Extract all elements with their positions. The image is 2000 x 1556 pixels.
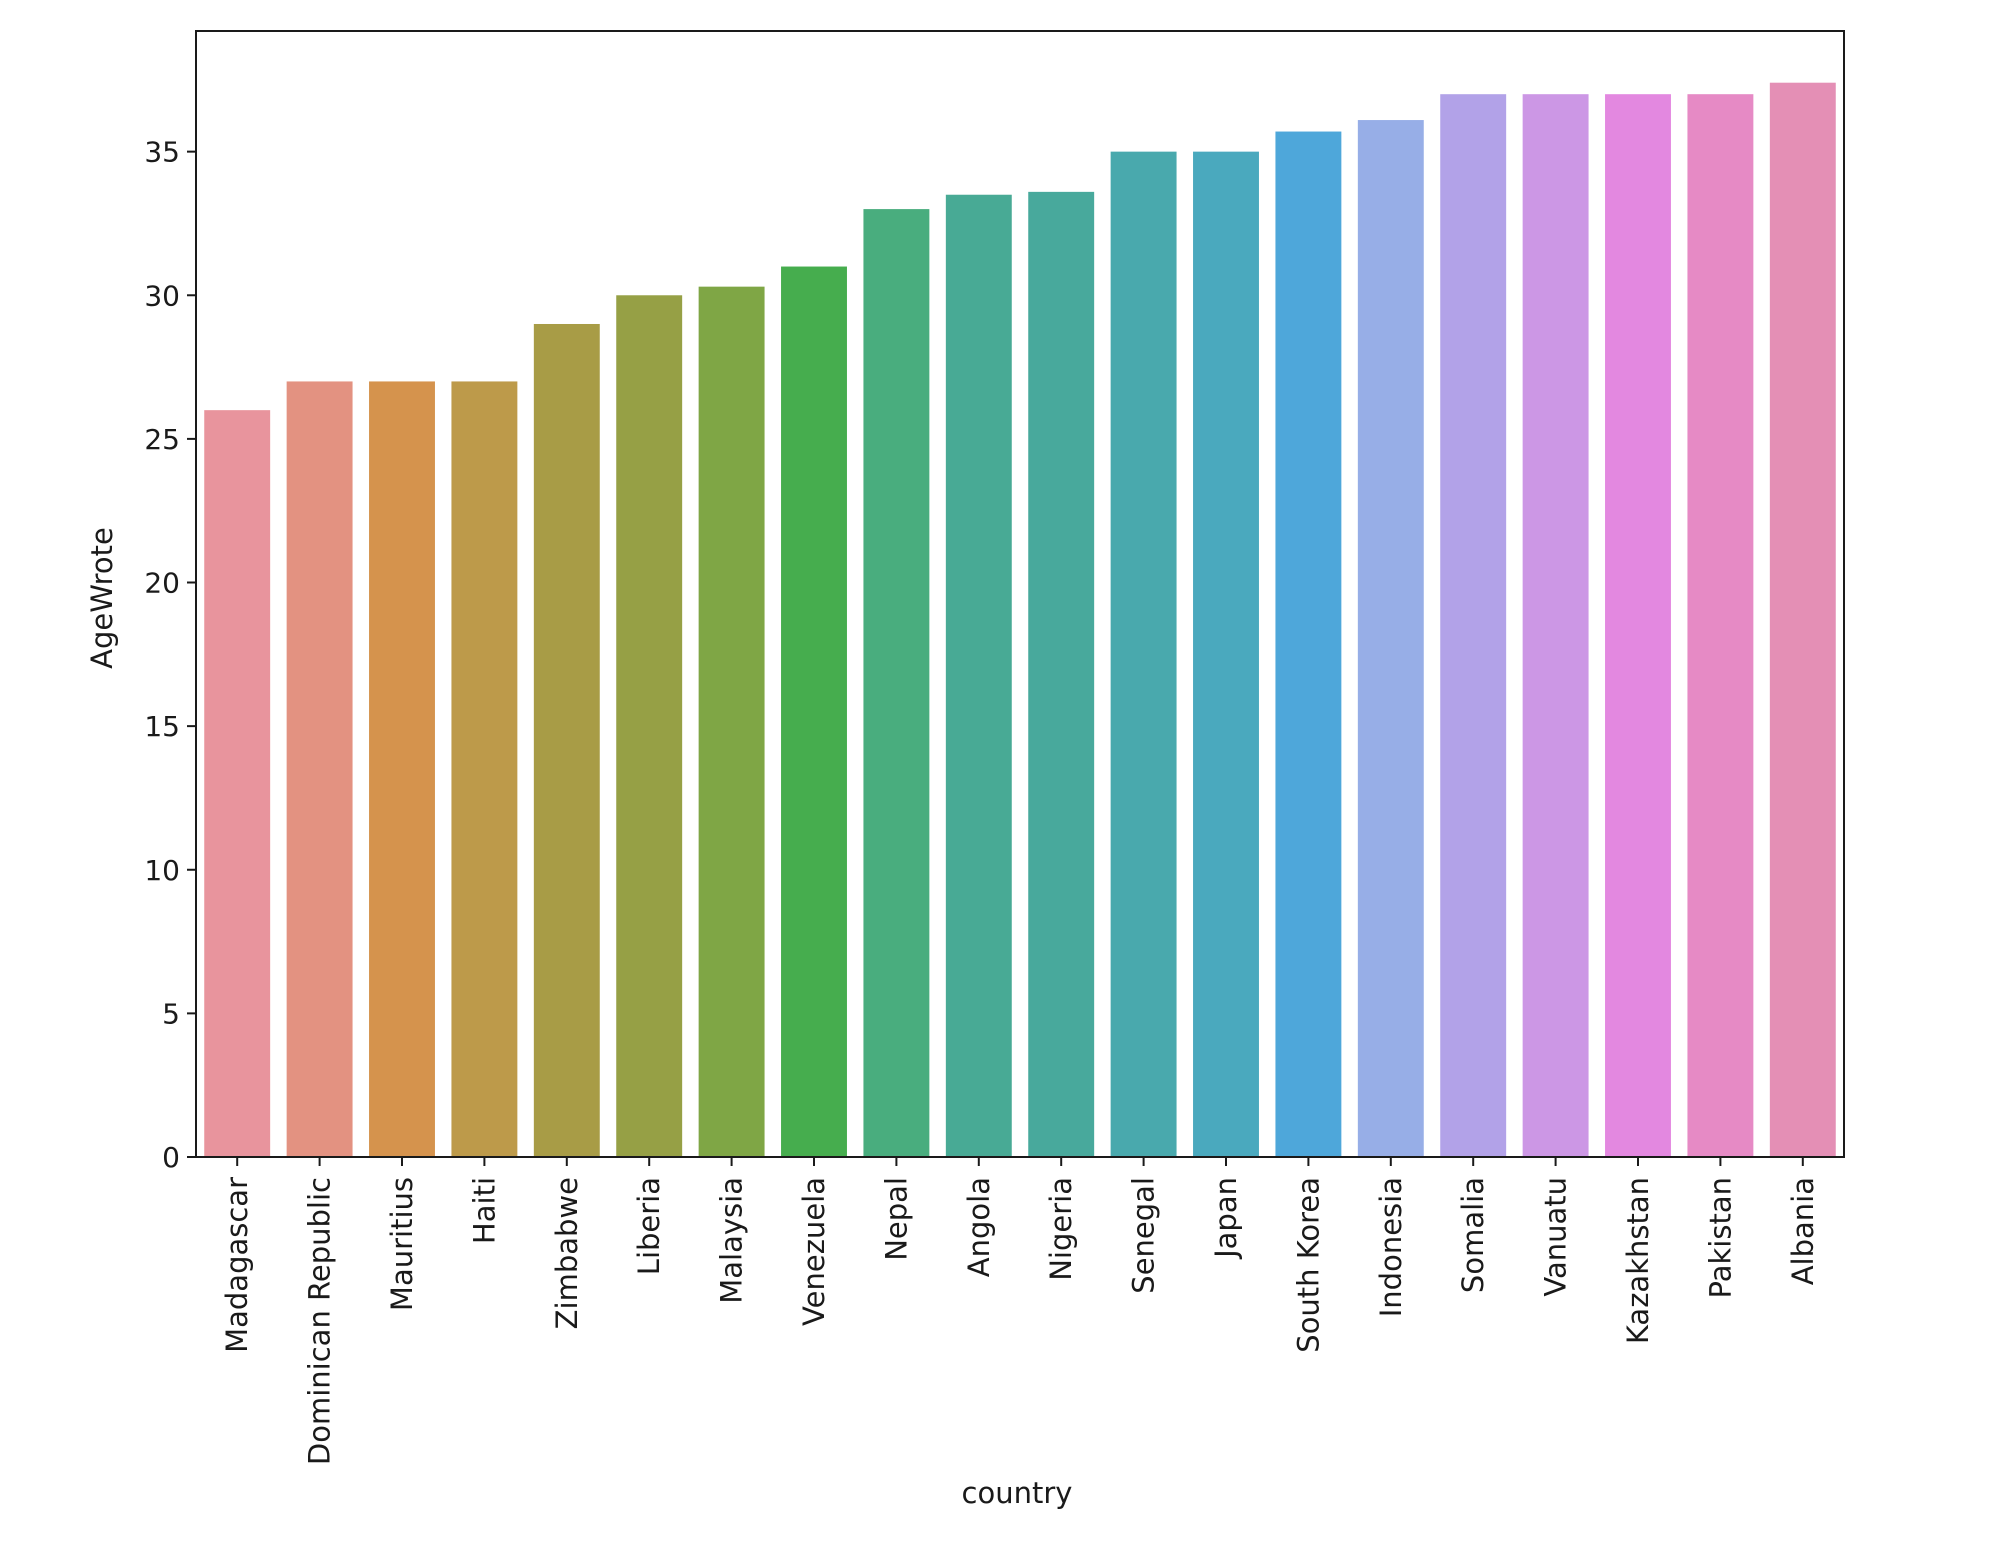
bar-somalia [1440,94,1507,1158]
x-axis-label: country [962,1476,1073,1510]
bar-liberia [616,295,683,1157]
x-tick-label: South Korea [1291,1177,1325,1353]
x-tick-label: Haiti [467,1177,501,1244]
x-tick-label: Angola [962,1177,996,1277]
x-tick-label: Senegal [1127,1177,1161,1294]
x-tick-label: Malaysia [715,1177,749,1304]
bars-layer [204,82,1836,1158]
x-tick-label: Nigeria [1044,1177,1078,1281]
plot-frame [195,30,1845,1158]
x-tick-label: Vanuatu [1539,1177,1573,1297]
bar-senegal [1110,151,1177,1157]
bar-nepal [863,209,930,1158]
bar-zimbabwe [533,323,600,1157]
x-tick-label: Nepal [879,1177,913,1261]
x-tick-label: Mauritius [385,1177,419,1311]
y-tick-label: 10 [144,854,180,887]
x-tick-label: Kazakhstan [1621,1177,1655,1344]
y-tick-label: 15 [144,710,180,743]
y-tick-label: 35 [144,136,180,169]
y-tick-label: 30 [144,279,180,312]
bar-angola [945,194,1012,1158]
x-tick-label: Madagascar [220,1177,254,1353]
bar-pakistan [1687,94,1754,1158]
x-axis: Madagascar Dominican Republic Mauritius Hai… [220,1157,1820,1465]
x-tick-label: Indonesia [1374,1177,1408,1317]
bar-nigeria [1028,191,1095,1158]
y-axis-label: AgeWrote [85,527,119,669]
bar-japan [1193,151,1259,1157]
bar-vanuatu [1522,94,1589,1158]
y-tick-label: 5 [162,997,180,1030]
x-tick-label: Pakistan [1703,1177,1737,1298]
bar-haiti [451,381,518,1157]
y-tick-label: 25 [144,423,180,456]
y-tick-label: 0 [162,1141,180,1174]
bar-madagascar [204,410,271,1157]
x-tick-label: Albania [1786,1177,1820,1285]
bar-albania [1769,82,1836,1158]
x-tick-label: Zimbabwe [550,1177,584,1329]
bar-venezuela [781,266,847,1157]
bar-dominican-republic [286,381,353,1157]
x-tick-label: Venezuela [797,1177,831,1326]
x-tick-label: Dominican Republic [303,1177,337,1465]
x-tick-label: Liberia [632,1177,666,1275]
bar-indonesia [1357,120,1424,1157]
bar-mauritius [369,381,435,1157]
bar-south-korea [1275,131,1342,1157]
y-tick-label: 20 [144,567,180,600]
y-axis: 0 5 10 15 20 25 30 35 [144,136,196,1174]
bar-kazakhstan [1605,94,1671,1158]
x-tick-label: Japan [1209,1177,1243,1260]
bar-malaysia [698,286,765,1157]
x-tick-label: Somalia [1456,1177,1490,1293]
